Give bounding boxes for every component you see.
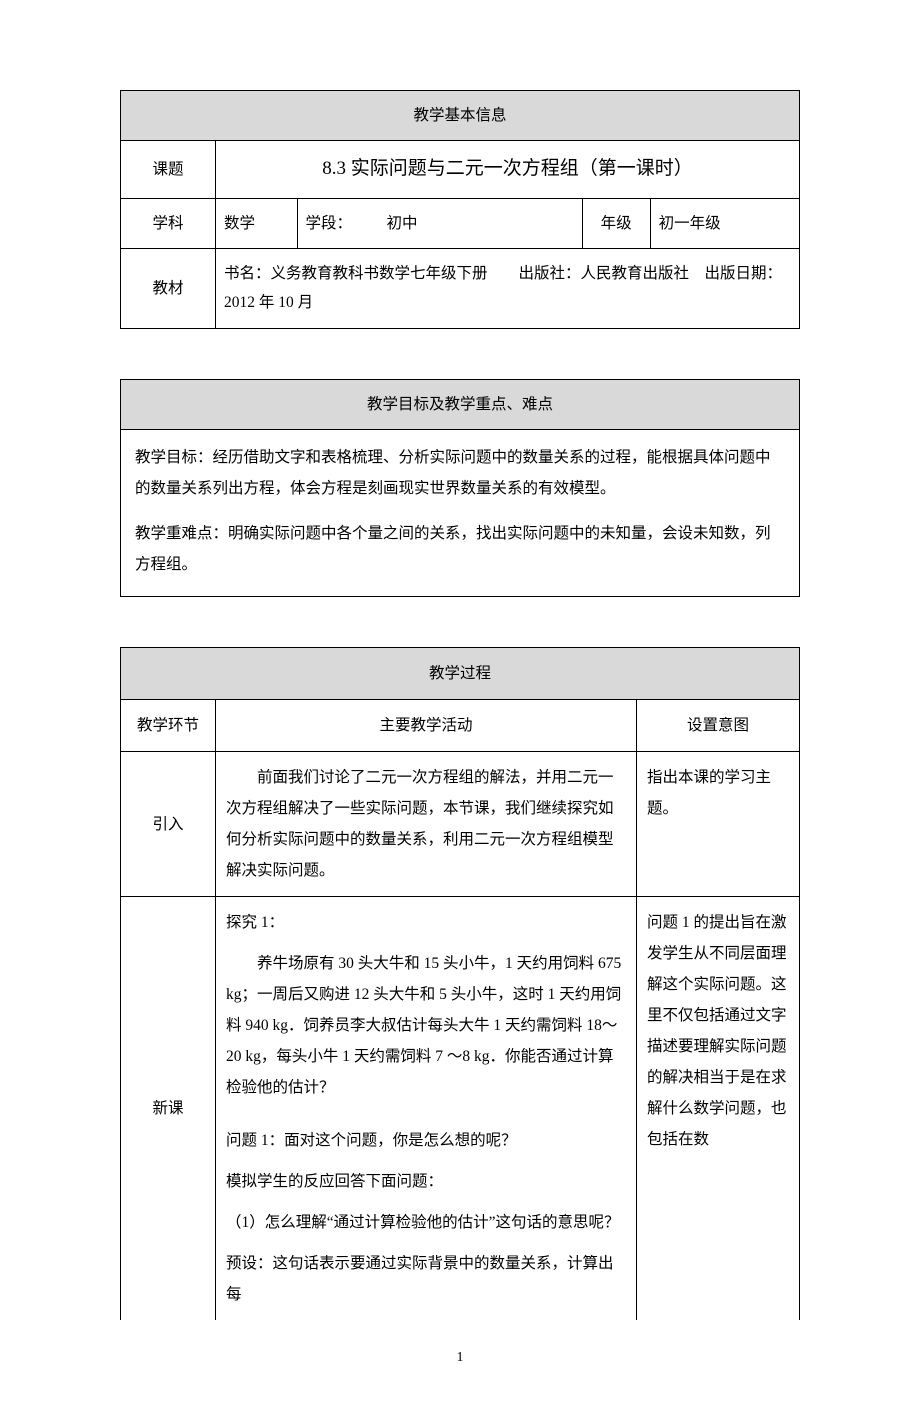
table-row: 教学目标：经历借助文字和表格梳理、分析实际问题中的数量关系的过程，能根据具体问题… xyxy=(121,430,800,597)
table-row: 课题 8.3 实际问题与二元一次方程组（第一课时） xyxy=(121,141,800,198)
col-purpose-header: 设置意图 xyxy=(637,700,800,752)
topic-label: 课题 xyxy=(121,141,216,198)
table-row: 学科 数学 学段： 初中 年级 初一年级 xyxy=(121,198,800,248)
stage-value: 初中 xyxy=(378,198,582,248)
process-table: 教学过程 教学环节 主要教学活动 设置意图 引入 前面我们讨论了二元一次方程组的… xyxy=(120,647,800,1320)
grade-label: 年级 xyxy=(582,198,650,248)
table-row: 教学环节 主要教学活动 设置意图 xyxy=(121,700,800,752)
phase-newlesson: 新课 xyxy=(121,897,216,1321)
basic-info-header: 教学基本信息 xyxy=(121,91,800,141)
activity-intro: 前面我们讨论了二元一次方程组的解法，并用二元一次方程组解决了一些实际问题，本节课… xyxy=(216,752,637,897)
textbook-label: 教材 xyxy=(121,248,216,328)
table-header-row: 教学过程 xyxy=(121,648,800,700)
activity-newlesson: 探究 1： 养牛场原有 30 头大牛和 15 头小牛，1 天约用饲料 675 k… xyxy=(216,897,637,1321)
objectives-header: 教学目标及教学重点、难点 xyxy=(121,379,800,429)
table-header-row: 教学基本信息 xyxy=(121,91,800,141)
spacer xyxy=(226,1113,626,1125)
col-activity-header: 主要教学活动 xyxy=(216,700,637,752)
preset-text: 预设：这句话表示要通过实际背景中的数量关系，计算出每 xyxy=(226,1248,626,1310)
table-row: 引入 前面我们讨论了二元一次方程组的解法，并用二元一次方程组解决了一些实际问题，… xyxy=(121,752,800,897)
grade-value: 初一年级 xyxy=(650,198,799,248)
simulate-text: 模拟学生的反应回答下面问题： xyxy=(226,1166,626,1197)
objectives-table: 教学目标及教学重点、难点 教学目标：经历借助文字和表格梳理、分析实际问题中的数量… xyxy=(120,379,800,597)
phase-intro: 引入 xyxy=(121,752,216,897)
objective-text: 教学目标：经历借助文字和表格梳理、分析实际问题中的数量关系的过程，能根据具体问题… xyxy=(135,442,785,504)
basic-info-table: 教学基本信息 课题 8.3 实际问题与二元一次方程组（第一课时） 学科 数学 学… xyxy=(120,90,800,329)
explore-title: 探究 1： xyxy=(226,907,626,938)
purpose-newlesson: 问题 1 的提出旨在激发学生从不同层面理解这个实际问题。这里不仅包括通过文字描述… xyxy=(637,897,800,1321)
sub-question-1: （1）怎么理解“通过计算检验他的估计”这句话的意思呢？ xyxy=(226,1207,626,1238)
keypoints-text: 教学重难点：明确实际问题中各个量之间的关系，找出实际问题中的未知量，会设未知数，… xyxy=(135,518,785,580)
activity-intro-text: 前面我们讨论了二元一次方程组的解法，并用二元一次方程组解决了一些实际问题，本节课… xyxy=(226,762,626,886)
table-row: 教材 书名：义务教育教科书数学七年级下册 出版社：人民教育出版社 出版日期： 2… xyxy=(121,248,800,328)
process-header: 教学过程 xyxy=(121,648,800,700)
page: 教学基本信息 课题 8.3 实际问题与二元一次方程组（第一课时） 学科 数学 学… xyxy=(0,0,920,1406)
table-header-row: 教学目标及教学重点、难点 xyxy=(121,379,800,429)
topic-value: 8.3 实际问题与二元一次方程组（第一课时） xyxy=(216,141,800,198)
table-row: 新课 探究 1： 养牛场原有 30 头大牛和 15 头小牛，1 天约用饲料 67… xyxy=(121,897,800,1321)
textbook-value: 书名：义务教育教科书数学七年级下册 出版社：人民教育出版社 出版日期： 2012… xyxy=(216,248,800,328)
subject-label: 学科 xyxy=(121,198,216,248)
objectives-body: 教学目标：经历借助文字和表格梳理、分析实际问题中的数量关系的过程，能根据具体问题… xyxy=(121,430,800,597)
subject-value: 数学 xyxy=(216,198,297,248)
purpose-intro: 指出本课的学习主题。 xyxy=(637,752,800,897)
col-phase-header: 教学环节 xyxy=(121,700,216,752)
explore-body: 养牛场原有 30 头大牛和 15 头小牛，1 天约用饲料 675 kg；一周后又… xyxy=(226,948,626,1103)
page-number: 1 xyxy=(120,1350,800,1366)
stage-label: 学段： xyxy=(297,198,378,248)
question-1: 问题 1：面对这个问题，你是怎么想的呢？ xyxy=(226,1125,626,1156)
